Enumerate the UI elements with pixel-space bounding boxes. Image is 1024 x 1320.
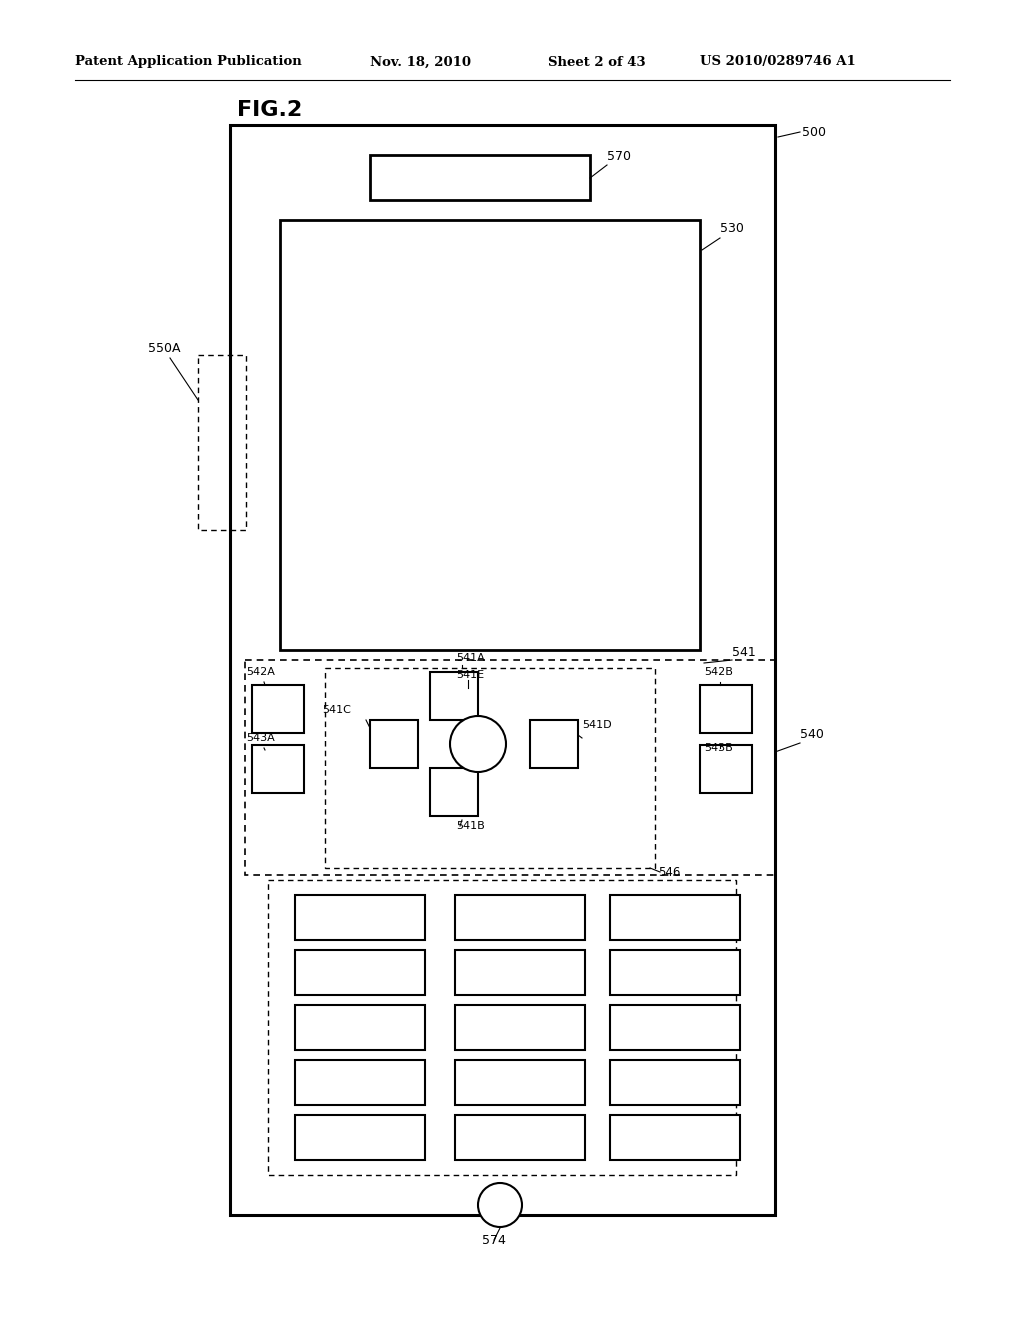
Bar bbox=[610, 1060, 740, 1105]
Text: 542A: 542A bbox=[246, 667, 274, 677]
Text: 546: 546 bbox=[658, 866, 680, 879]
Text: Nov. 18, 2010: Nov. 18, 2010 bbox=[370, 55, 471, 69]
Bar bbox=[370, 719, 418, 768]
Bar bbox=[430, 672, 478, 719]
Text: 542B: 542B bbox=[705, 667, 733, 677]
Bar bbox=[295, 1005, 425, 1049]
Bar bbox=[610, 1115, 740, 1160]
Text: 543A: 543A bbox=[246, 733, 274, 743]
Bar bbox=[370, 154, 590, 201]
Bar bbox=[700, 685, 752, 733]
Text: Sheet 2 of 43: Sheet 2 of 43 bbox=[548, 55, 645, 69]
Bar bbox=[230, 125, 775, 1214]
Bar bbox=[700, 744, 752, 793]
Text: 550A: 550A bbox=[148, 342, 180, 355]
Bar bbox=[245, 660, 775, 875]
Bar bbox=[610, 950, 740, 995]
Text: 541B: 541B bbox=[456, 821, 484, 832]
Text: 530: 530 bbox=[720, 222, 743, 235]
Text: 541E: 541E bbox=[456, 671, 484, 680]
Text: 500: 500 bbox=[802, 125, 826, 139]
Text: 570: 570 bbox=[607, 150, 631, 164]
Bar bbox=[455, 1060, 585, 1105]
Bar bbox=[295, 895, 425, 940]
Bar bbox=[430, 768, 478, 816]
Bar bbox=[252, 685, 304, 733]
Bar bbox=[280, 220, 700, 649]
Bar bbox=[455, 1005, 585, 1049]
Bar bbox=[295, 1115, 425, 1160]
Circle shape bbox=[450, 715, 506, 772]
Text: FIG.2: FIG.2 bbox=[237, 100, 302, 120]
Bar bbox=[610, 895, 740, 940]
Bar bbox=[295, 950, 425, 995]
Bar bbox=[198, 355, 246, 531]
Text: 541: 541 bbox=[732, 645, 756, 659]
Bar bbox=[455, 950, 585, 995]
Bar bbox=[455, 895, 585, 940]
Text: Patent Application Publication: Patent Application Publication bbox=[75, 55, 302, 69]
Bar bbox=[252, 744, 304, 793]
Text: 541C: 541C bbox=[322, 705, 351, 715]
Bar bbox=[530, 719, 578, 768]
Bar bbox=[455, 1115, 585, 1160]
Text: US 2010/0289746 A1: US 2010/0289746 A1 bbox=[700, 55, 856, 69]
Text: 543B: 543B bbox=[705, 743, 733, 752]
Text: 541D: 541D bbox=[582, 719, 611, 730]
Circle shape bbox=[478, 1183, 522, 1228]
Bar bbox=[325, 668, 655, 869]
Text: 541A: 541A bbox=[456, 653, 484, 663]
Text: 540: 540 bbox=[800, 729, 824, 742]
Bar bbox=[268, 880, 736, 1175]
Text: 574: 574 bbox=[482, 1233, 506, 1246]
Bar bbox=[610, 1005, 740, 1049]
Bar bbox=[295, 1060, 425, 1105]
